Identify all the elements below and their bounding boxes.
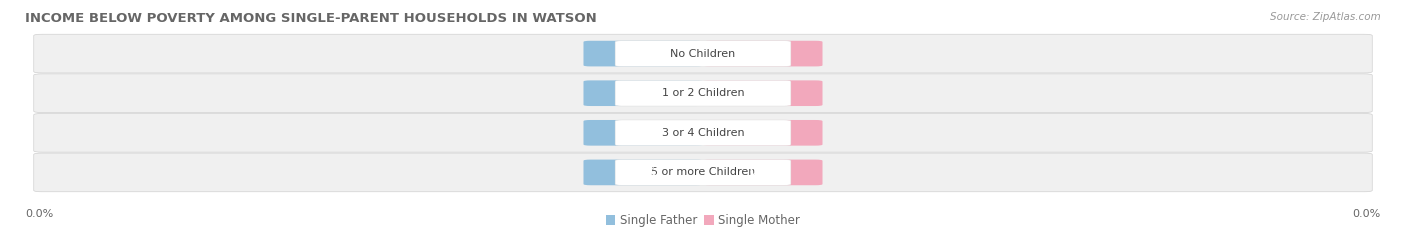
FancyBboxPatch shape [616,80,790,106]
FancyBboxPatch shape [34,74,1372,113]
FancyBboxPatch shape [34,153,1372,192]
Text: 0.0%: 0.0% [630,168,657,177]
Text: 1 or 2 Children: 1 or 2 Children [662,88,744,98]
Text: 0.0%: 0.0% [630,49,657,58]
Text: 0.0%: 0.0% [630,88,657,98]
Text: 0.0%: 0.0% [749,88,776,98]
Text: 0.0%: 0.0% [749,168,776,177]
FancyBboxPatch shape [583,41,703,66]
FancyBboxPatch shape [616,120,790,146]
FancyBboxPatch shape [583,120,703,146]
FancyBboxPatch shape [583,80,703,106]
FancyBboxPatch shape [616,41,790,66]
Text: 0.0%: 0.0% [749,49,776,58]
FancyBboxPatch shape [583,160,703,185]
FancyBboxPatch shape [34,34,1372,73]
Text: 0.0%: 0.0% [25,209,53,219]
Text: 0.0%: 0.0% [749,128,776,138]
FancyBboxPatch shape [616,160,790,185]
FancyBboxPatch shape [34,113,1372,152]
Text: No Children: No Children [671,49,735,58]
Text: 3 or 4 Children: 3 or 4 Children [662,128,744,138]
FancyBboxPatch shape [703,120,823,146]
Text: 0.0%: 0.0% [630,128,657,138]
Legend: Single Father, Single Mother: Single Father, Single Mother [606,214,800,227]
FancyBboxPatch shape [703,80,823,106]
FancyBboxPatch shape [703,160,823,185]
Text: Source: ZipAtlas.com: Source: ZipAtlas.com [1270,12,1381,22]
Text: 0.0%: 0.0% [1353,209,1381,219]
Text: 5 or more Children: 5 or more Children [651,168,755,177]
FancyBboxPatch shape [703,41,823,66]
Text: INCOME BELOW POVERTY AMONG SINGLE-PARENT HOUSEHOLDS IN WATSON: INCOME BELOW POVERTY AMONG SINGLE-PARENT… [25,12,598,25]
